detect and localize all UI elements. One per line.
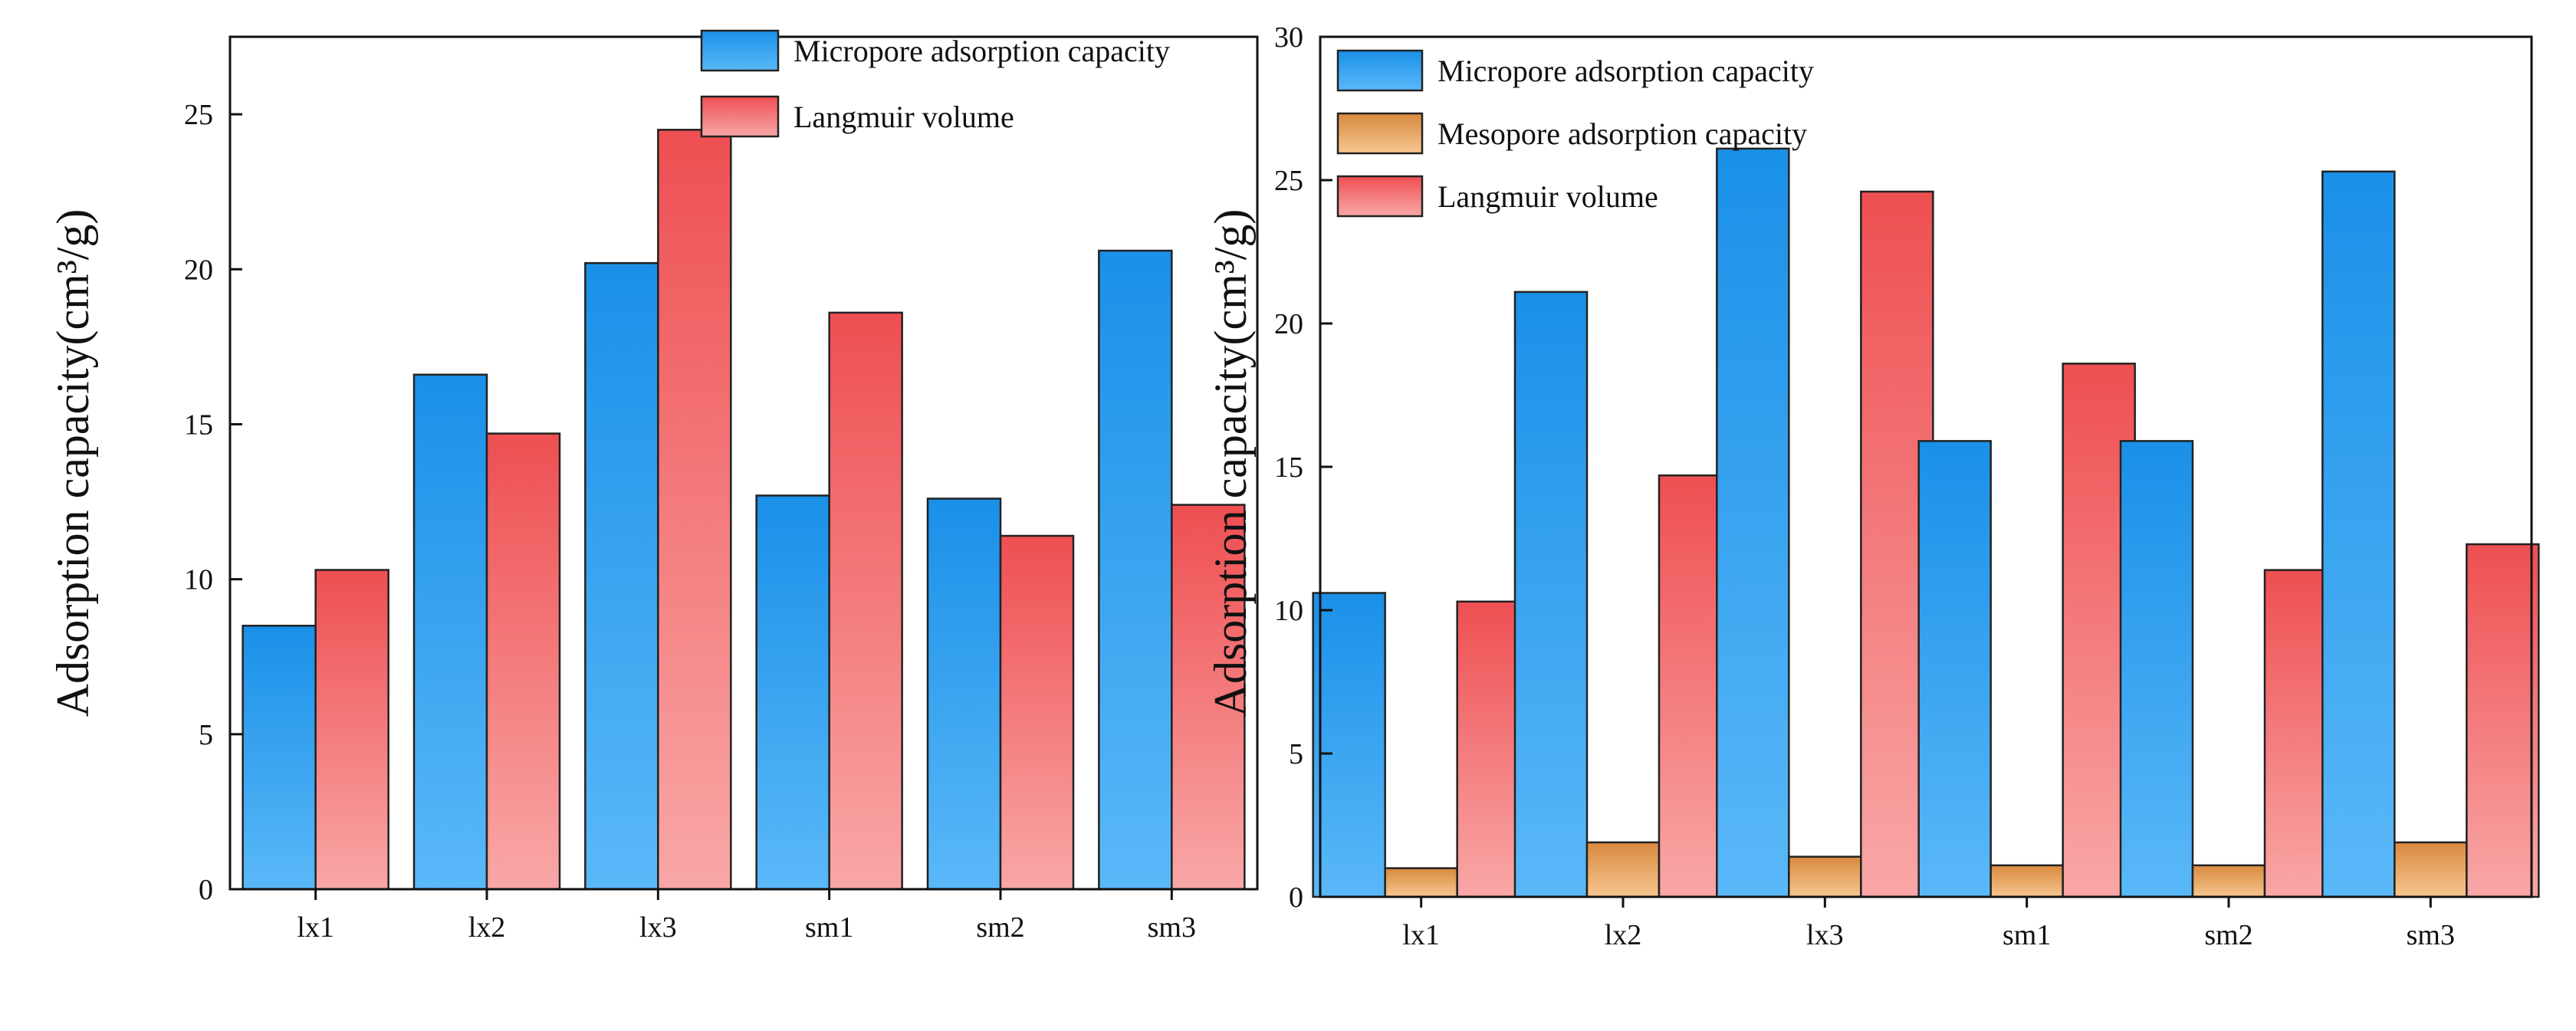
right-chart-legend-label-mesopore-adsorption-capacity: Mesopore adsorption capacity [1438, 117, 1807, 151]
right-chart-y-tick-label: 0 [1289, 882, 1303, 914]
left-chart-x-tick-label: lx1 [297, 911, 334, 944]
right-chart-bar-micropore-adsorption-capacity-lx3 [1716, 147, 1790, 898]
left-chart-y-axis-label: Adsorption capacity(cm³/g) [48, 209, 98, 717]
left-chart-xticks: lx1 lx2 lx3 sm1 sm2 sm3 [297, 889, 1196, 944]
left-chart-bar-langmuir-volume-lx1 [314, 569, 389, 891]
left-chart-x-tick-label: lx2 [468, 911, 506, 944]
right-chart-x-tick-label: lx1 [1402, 919, 1440, 951]
right-chart-yticks: 0 5 10 15 20 25 30 [1274, 21, 1332, 914]
left-chart-bars [242, 129, 1246, 891]
left-chart-legend-swatch-micropore-adsorption-capacity [700, 29, 780, 72]
left-chart-y-tick-label: 15 [184, 409, 213, 441]
right-chart-y-tick-label: 20 [1274, 308, 1303, 340]
right-chart-legend-swatch-micropore-adsorption-capacity [1336, 49, 1424, 92]
left-chart-yticks: 0 5 10 15 20 25 [184, 99, 242, 906]
left-chart-legend: Micropore adsorption capacity Langmuir vo… [700, 29, 1170, 138]
left-chart-y-tick-label: 25 [184, 99, 213, 131]
right-chart-legend-label-micropore-adsorption-capacity: Micropore adsorption capacity [1438, 54, 1814, 88]
right-chart-y-tick-label: 15 [1274, 451, 1303, 484]
left-chart-bar-langmuir-volume-sm3 [1171, 504, 1246, 891]
right-chart-legend: Micropore adsorption capacity Mesopore ad… [1336, 49, 1814, 218]
right-chart-legend-label-langmuir-volume: Langmuir volume [1438, 179, 1658, 214]
right-chart-y-axis-label: Adsorption capacity(cm³/g) [1205, 209, 1256, 717]
left-chart-bar-micropore-adsorption-capacity-sm3 [1098, 249, 1173, 891]
right-chart-x-tick-label: sm2 [2204, 919, 2252, 951]
left-chart-panel: 0 5 10 15 20 25 lx1 lx2 lx3 sm1 sm2 sm3 Adsorption… [48, 29, 1259, 944]
left-chart-bar-langmuir-volume-lx3 [657, 129, 732, 891]
left-chart-x-tick-label: sm2 [976, 911, 1024, 944]
right-chart-bar-micropore-adsorption-capacity-sm2 [2119, 440, 2194, 898]
right-chart-bar-mesopore-adsorption-capacity-sm2 [2191, 864, 2266, 898]
left-chart-x-tick-label: lx3 [639, 911, 677, 944]
right-chart-y-tick-label: 25 [1274, 165, 1303, 197]
left-chart-legend-label-langmuir-volume: Langmuir volume [794, 100, 1014, 134]
left-chart-bar-micropore-adsorption-capacity-sm1 [755, 494, 830, 891]
right-chart-bar-micropore-adsorption-capacity-lx1 [1312, 592, 1386, 898]
left-chart-legend-label-micropore-adsorption-capacity: Micropore adsorption capacity [794, 34, 1170, 68]
right-chart-x-tick-label: sm3 [2407, 919, 2455, 951]
left-chart-bar-micropore-adsorption-capacity-lx1 [242, 625, 317, 891]
left-chart-bar-micropore-adsorption-capacity-lx3 [584, 261, 659, 891]
right-chart-x-tick-label: lx3 [1806, 919, 1844, 951]
right-chart-bar-micropore-adsorption-capacity-sm1 [1917, 440, 1992, 898]
left-chart-bar-langmuir-volume-lx2 [485, 432, 561, 891]
right-chart-x-tick-label: sm1 [2003, 919, 2051, 951]
left-chart-x-tick-label: sm1 [805, 911, 853, 944]
right-chart-xticks: lx1 lx2 lx3 sm1 sm2 sm3 [1402, 897, 2455, 951]
right-chart-bars [1312, 147, 2540, 898]
right-chart-bar-micropore-adsorption-capacity-lx2 [1513, 291, 1589, 898]
left-chart-bar-micropore-adsorption-capacity-sm2 [926, 497, 1002, 891]
right-chart-x-tick-label: lx2 [1605, 919, 1642, 951]
right-chart-y-tick-label: 10 [1274, 595, 1303, 627]
left-chart-y-tick-label: 0 [199, 874, 213, 906]
right-chart-legend-swatch-langmuir-volume [1336, 175, 1424, 218]
right-chart-bar-mesopore-adsorption-capacity-lx3 [1788, 855, 1862, 898]
right-chart-bar-mesopore-adsorption-capacity-sm3 [2394, 841, 2468, 898]
right-chart-bar-mesopore-adsorption-capacity-lx1 [1384, 867, 1458, 898]
right-chart-legend-swatch-mesopore-adsorption-capacity [1336, 112, 1424, 155]
left-chart-x-tick-label: sm3 [1148, 911, 1196, 944]
right-chart-bar-micropore-adsorption-capacity-sm3 [2321, 170, 2396, 898]
left-chart-bar-langmuir-volume-sm1 [828, 311, 903, 891]
left-chart-bar-micropore-adsorption-capacity-lx2 [412, 373, 488, 891]
right-chart-bar-mesopore-adsorption-capacity-sm1 [1990, 864, 2064, 898]
left-chart-bar-langmuir-volume-sm2 [999, 534, 1075, 891]
right-chart-panel: 0 5 10 15 20 25 30 lx1 lx2 lx3 sm1 sm2 sm3 Adsorpti… [1205, 21, 2540, 951]
right-chart-y-tick-label: 30 [1274, 21, 1303, 54]
right-chart-bar-mesopore-adsorption-capacity-lx2 [1585, 841, 1661, 898]
right-chart-y-tick-label: 5 [1289, 738, 1303, 770]
left-chart-y-tick-label: 5 [199, 719, 213, 751]
left-chart-y-tick-label: 20 [184, 254, 213, 286]
left-chart-y-tick-label: 10 [184, 564, 213, 596]
right-chart-bar-langmuir-volume-sm3 [2466, 543, 2540, 898]
left-chart-legend-swatch-langmuir-volume [700, 95, 780, 138]
